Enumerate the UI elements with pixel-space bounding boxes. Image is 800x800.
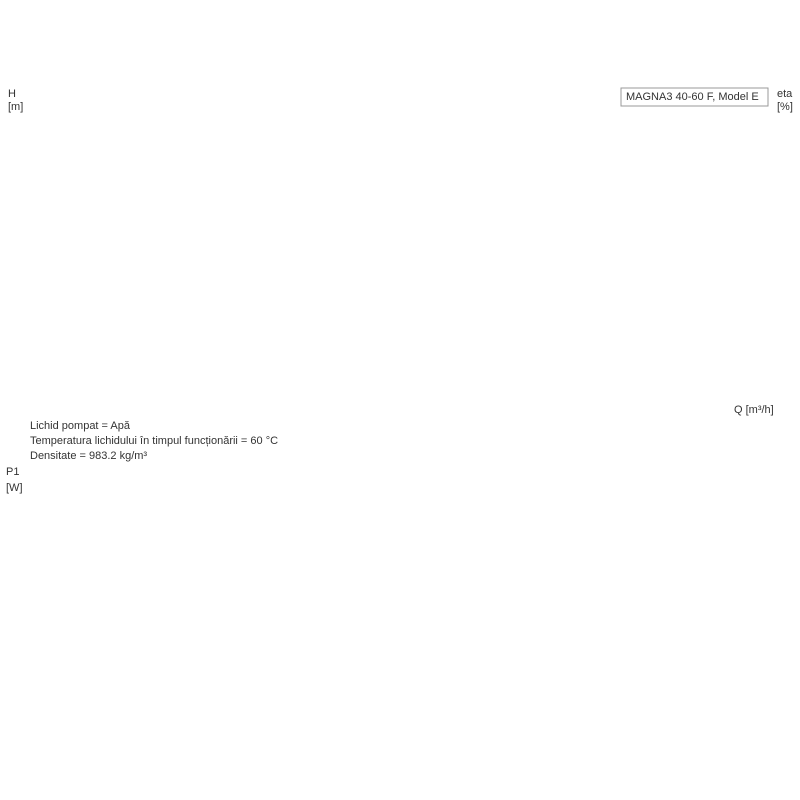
note: Lichid pompat = Apă — [30, 420, 131, 432]
y2-axis-unit: [%] — [777, 101, 793, 113]
y-axis-unit: [W] — [6, 482, 23, 494]
text-layer: H [m] eta [%] MAGNA3 40-60 F, Model E Q … — [6, 87, 793, 494]
title-box — [620, 87, 769, 107]
y2-axis-label: eta — [777, 88, 793, 100]
y-axis-label: P1 — [6, 466, 19, 478]
note: Temperatura lichidului în timpul funcțio… — [30, 435, 278, 447]
y-axis-unit: [m] — [8, 101, 23, 113]
y-axis-label: H — [8, 88, 16, 100]
x-axis-label: Q [m³/h] — [734, 404, 774, 416]
note: Densitate = 983.2 kg/m³ — [30, 450, 147, 462]
chart-title: MAGNA3 40-60 F, Model E — [626, 91, 759, 103]
